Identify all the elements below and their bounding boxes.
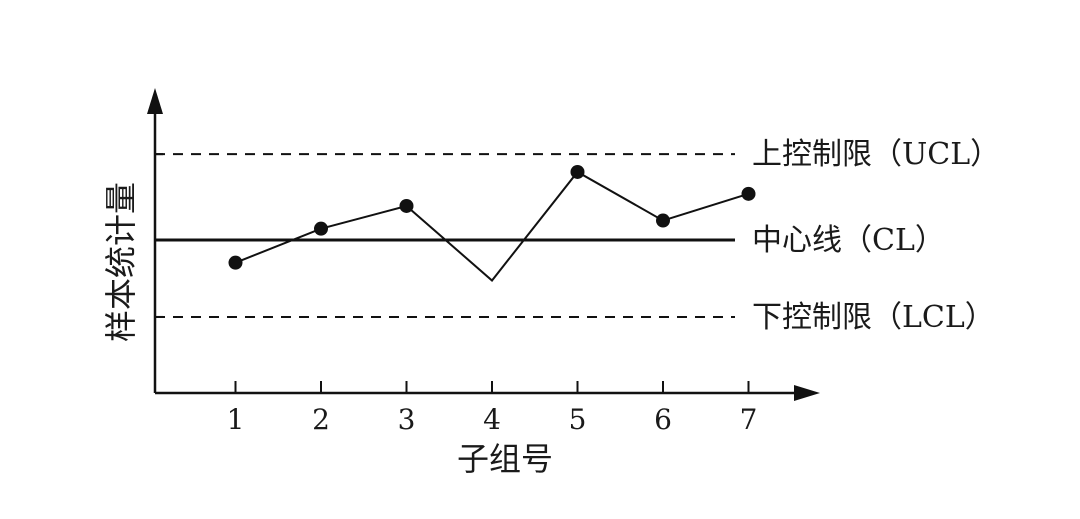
series xyxy=(228,164,756,282)
x-axis-label: 子组号 xyxy=(457,440,553,478)
x-tick-label-1: 1 xyxy=(227,403,245,436)
data-point-1 xyxy=(228,255,243,270)
data-point-6 xyxy=(656,213,670,228)
reference-label-1: 中心线（CL） xyxy=(752,223,945,258)
x-tick-label-5: 5 xyxy=(569,403,587,436)
x-tick-label-4: 4 xyxy=(483,403,501,436)
series-line-0 xyxy=(235,170,749,282)
x-tick-label-3: 3 xyxy=(398,403,416,436)
y-axis-label: 样本统计量 xyxy=(102,182,140,342)
data-point-2 xyxy=(314,221,328,236)
reference-label-2: 下控制限（LCL） xyxy=(752,300,995,335)
x-axis-arrow xyxy=(794,385,820,401)
reference-lines: 上控制限（UCL） 中心线（CL） 下控制限（LCL） xyxy=(155,137,1000,335)
x-tick-label-7: 7 xyxy=(740,403,758,436)
axes xyxy=(147,88,820,401)
data-point-7 xyxy=(741,186,756,201)
x-tick-label-6: 6 xyxy=(654,403,672,436)
data-point-5 xyxy=(570,164,585,179)
x-tick-label-2: 2 xyxy=(312,403,330,436)
y-axis-arrow xyxy=(147,88,163,114)
x-ticks: 1 2 3 4 5 6 7 xyxy=(227,381,758,436)
data-point-3 xyxy=(399,198,414,213)
reference-label-0: 上控制限（UCL） xyxy=(752,137,1000,172)
